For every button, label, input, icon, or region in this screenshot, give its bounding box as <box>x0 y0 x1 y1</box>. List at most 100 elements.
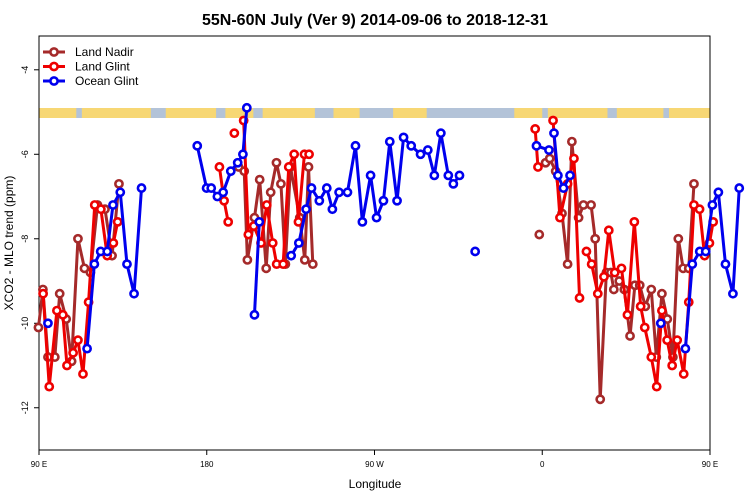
data-point <box>89 259 100 270</box>
data-point <box>232 157 243 168</box>
data-point <box>371 212 382 223</box>
x-axis: 90 E 180 90 W 0 90 E <box>31 450 718 469</box>
series-layer <box>33 102 745 405</box>
x-tick-label: 90 W <box>365 460 384 469</box>
legend-item: Ocean Glint <box>43 74 139 88</box>
x-axis-label: Longitude <box>349 477 402 491</box>
y-axis: -4 -6 -8 -10 -12 <box>20 66 39 414</box>
data-point <box>406 140 417 151</box>
map-strip-land <box>668 108 710 118</box>
data-point <box>283 162 294 172</box>
series-land-glint <box>38 115 719 392</box>
legend-item: Land Glint <box>43 60 130 74</box>
data-point <box>592 288 603 299</box>
data-point <box>553 170 563 181</box>
map-strip-land <box>225 108 254 118</box>
data-point <box>108 200 118 210</box>
data-point <box>108 238 119 248</box>
data-point <box>422 145 433 155</box>
data-point <box>314 195 325 206</box>
data-point <box>625 331 635 341</box>
data-point <box>306 183 317 193</box>
data-point <box>530 124 541 134</box>
map-strip-land <box>165 108 217 118</box>
data-point <box>728 288 738 299</box>
data-point <box>678 369 689 379</box>
data-point <box>569 153 579 164</box>
data-point <box>672 335 683 346</box>
data-point <box>657 305 667 316</box>
data-point <box>655 318 666 329</box>
data-point <box>214 162 225 172</box>
data-point <box>595 394 606 405</box>
data-point <box>673 233 684 244</box>
series-line <box>551 120 582 298</box>
data-point <box>43 318 53 329</box>
legend-label: Land Nadir <box>75 45 134 59</box>
map-strip-land <box>262 108 315 118</box>
data-point <box>609 267 620 278</box>
data-point <box>342 187 353 198</box>
data-point <box>586 200 596 210</box>
data-point <box>365 170 376 181</box>
data-point <box>586 259 597 270</box>
y-tick-label: -10 <box>20 317 30 330</box>
data-point <box>238 149 248 160</box>
x-tick-label: 90 E <box>31 460 47 469</box>
data-point <box>581 246 592 257</box>
data-point <box>293 216 304 227</box>
data-point <box>713 187 724 198</box>
y-tick-label: -4 <box>20 66 30 74</box>
y-tick-label: -8 <box>20 235 30 243</box>
data-point <box>448 178 459 189</box>
data-point <box>334 187 344 198</box>
data-point <box>694 204 705 215</box>
data-point <box>616 263 627 274</box>
data-point <box>82 343 92 354</box>
x-tick-label: 0 <box>540 460 545 469</box>
data-point <box>533 162 543 172</box>
data-point <box>680 343 691 354</box>
data-point <box>136 183 147 193</box>
data-point <box>289 149 300 160</box>
map-strip-land <box>81 108 151 118</box>
data-point <box>599 271 609 282</box>
x-tick-label: 180 <box>200 460 214 469</box>
y-tick-label: -6 <box>20 150 30 158</box>
map-strip-ocean <box>39 108 710 118</box>
map-strip-land <box>393 108 427 118</box>
data-point <box>68 347 79 358</box>
data-point <box>112 216 123 227</box>
data-point <box>435 128 446 139</box>
data-point <box>73 233 83 244</box>
data-point <box>544 153 555 164</box>
data-point <box>667 360 678 371</box>
legend-marker <box>49 47 59 57</box>
y-tick-label: -12 <box>20 401 30 414</box>
map-strip-land <box>616 108 664 118</box>
data-point <box>271 157 282 168</box>
data-point <box>206 183 217 193</box>
data-point <box>243 229 254 240</box>
series-line <box>252 221 261 315</box>
data-point <box>350 140 361 151</box>
data-point <box>225 166 236 177</box>
data-point <box>531 140 542 151</box>
data-point <box>219 195 229 206</box>
data-point <box>286 250 297 261</box>
data-point <box>267 238 278 248</box>
data-point <box>276 178 286 189</box>
data-point <box>307 259 318 270</box>
data-point <box>566 136 577 147</box>
data-point <box>249 309 260 320</box>
data-point <box>265 187 276 198</box>
y-axis-label: XCO2 - MLO trend (ppm) <box>2 176 16 311</box>
data-point <box>241 102 252 113</box>
legend-label: Land Glint <box>75 60 130 74</box>
data-point <box>384 136 395 147</box>
data-point <box>223 216 234 227</box>
data-point <box>102 246 113 257</box>
data-point <box>700 246 711 257</box>
chart-title: 55N-60N July (Ver 9) 2014-09-06 to 2018-… <box>202 12 548 29</box>
data-point <box>114 178 124 189</box>
